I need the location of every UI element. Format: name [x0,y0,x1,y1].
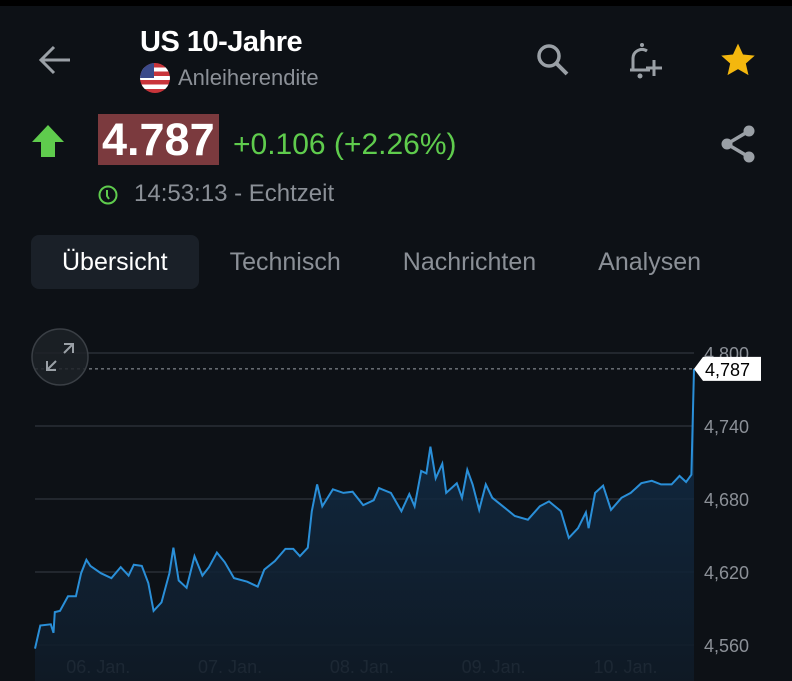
last-price-tag [694,356,761,381]
share-icon[interactable] [718,124,758,164]
expand-icon [46,343,74,371]
us-flag-icon [140,63,170,93]
tab-bar: Übersicht Technisch Nachrichten Analysen [31,235,732,289]
tab-technical[interactable]: Technisch [229,248,341,276]
tab-news[interactable]: Nachrichten [402,248,537,276]
page-subtitle: Anleiherendite [178,65,319,90]
star-icon[interactable] [719,42,757,78]
expand-chart-button[interactable] [31,328,89,386]
y-tick-label: 4,680 [704,490,749,510]
arrow-up-icon [32,125,64,157]
y-tick-label: 4,620 [704,563,749,583]
bell-plus-icon[interactable] [624,40,666,82]
search-icon[interactable] [535,42,571,78]
page-title: US 10-Jahre [140,26,303,58]
status-bar [0,0,792,6]
quote-time: 14:53:13 - Echtzeit [134,180,335,207]
last-price-label: 4,787 [705,360,750,380]
clock-icon [98,185,118,205]
tab-analyses[interactable]: Analysen [598,248,702,276]
price-line [34,368,695,649]
tab-overview[interactable]: Übersicht [31,235,199,289]
area-fill [35,368,694,681]
arrow-left-icon[interactable] [38,44,72,76]
last-price: 4.787 [98,114,219,165]
y-tick-label: 4,560 [704,636,749,656]
price-change: +0.106 (+2.26%) [233,128,457,161]
y-tick-label: 4,740 [704,417,749,437]
